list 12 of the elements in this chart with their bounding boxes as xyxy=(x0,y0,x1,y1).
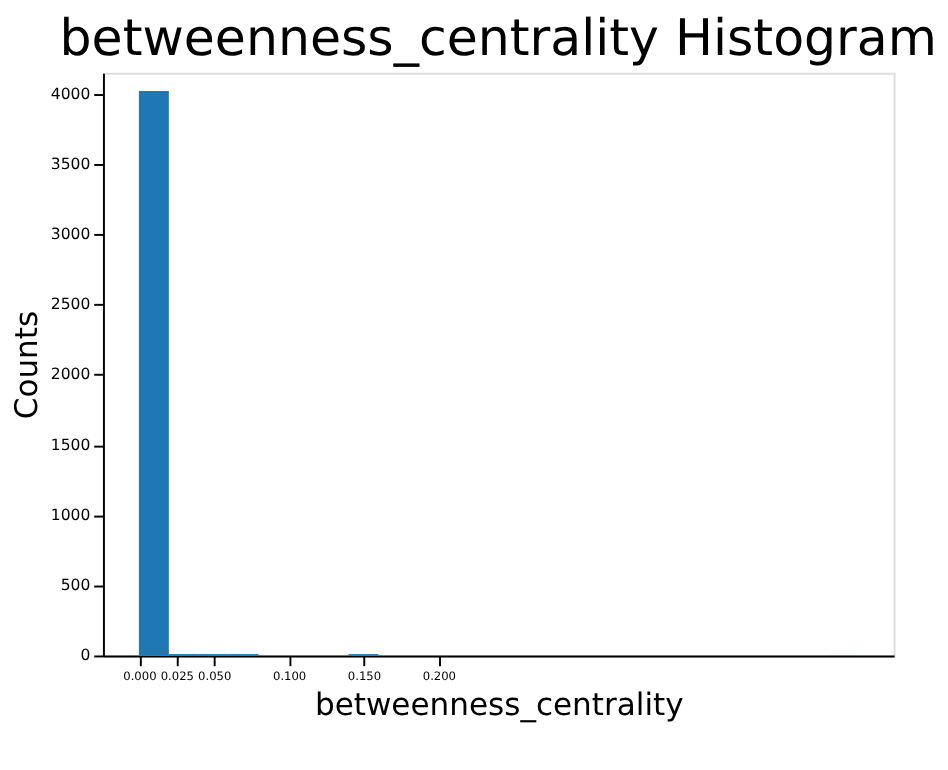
y-tick-label: 2000 xyxy=(50,365,91,384)
y-tick-label: 3500 xyxy=(50,154,91,173)
y-tick-label: 0 xyxy=(80,646,91,665)
y-tick-label: 4000 xyxy=(50,84,91,103)
y-tick-label: 2500 xyxy=(50,295,91,314)
y-tick-label: 1500 xyxy=(50,435,91,454)
y-axis-title: Counts xyxy=(9,310,46,420)
y-tick-label: 500 xyxy=(60,576,91,595)
y-tick-label: 1000 xyxy=(50,505,91,524)
x-axis-title: betweenness_centrality xyxy=(314,686,684,723)
chart-title: betweenness_centrality Histogram xyxy=(59,9,937,68)
y-tick-label: 3000 xyxy=(50,225,91,244)
